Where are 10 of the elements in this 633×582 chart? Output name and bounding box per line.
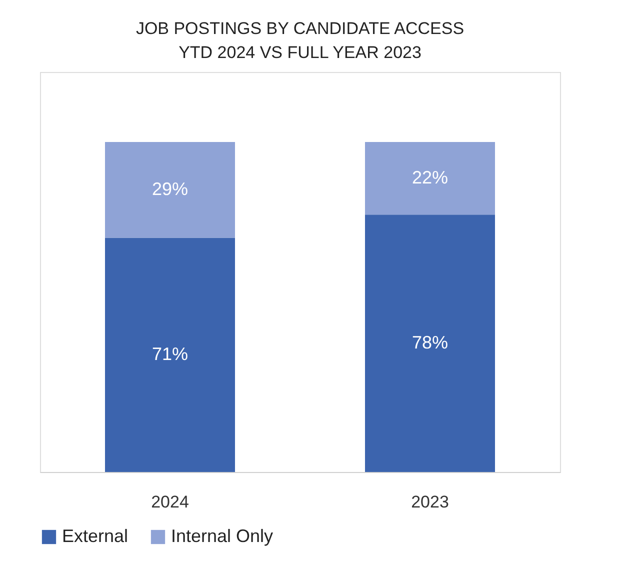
data-label: 29%	[152, 178, 188, 199]
data-label: 71%	[152, 344, 188, 364]
data-label: 78%	[412, 332, 448, 352]
legend-label: Internal Only	[171, 526, 274, 546]
text: YTD 2024 VS FULL YEAR 2023	[178, 43, 422, 62]
data-label: 22%	[412, 167, 448, 188]
text: JOB POSTINGS BY CANDIDATE ACCESS	[136, 19, 464, 38]
x-tick-label: 2023	[411, 492, 449, 512]
legend-label: External	[62, 526, 128, 546]
x-tick-label: 2024	[151, 492, 189, 512]
